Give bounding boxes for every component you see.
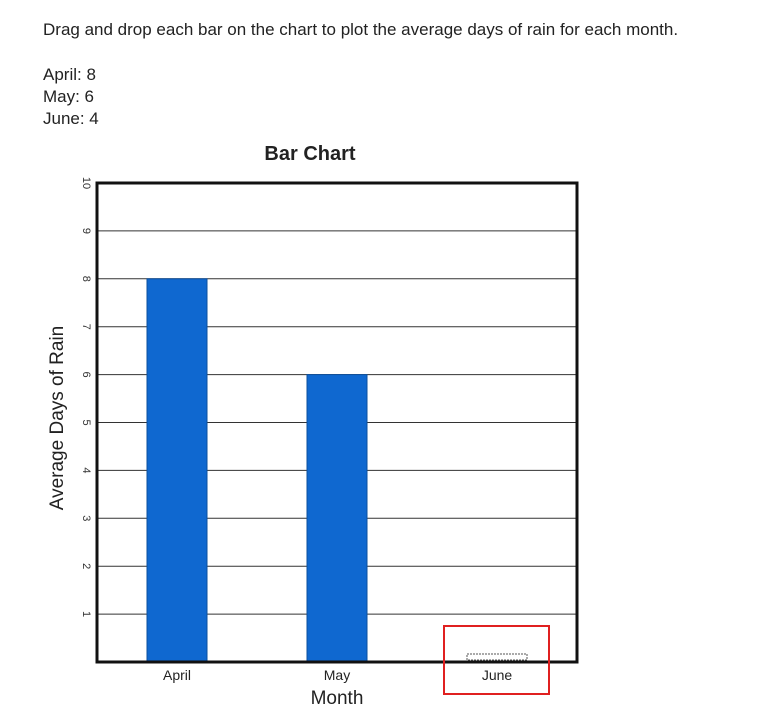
highlight-box-june xyxy=(443,625,550,695)
given-value-june: June: 4 xyxy=(43,109,99,128)
y-tick-label: 10 xyxy=(80,177,92,189)
y-tick-label: 5 xyxy=(80,419,92,425)
y-tick-label: 7 xyxy=(80,324,92,330)
y-tick-label: 4 xyxy=(80,467,92,473)
x-tick-labels: April May June xyxy=(163,667,512,683)
y-tick-labels: 1 2 3 4 5 6 7 8 9 10 xyxy=(80,177,92,617)
y-tick-label: 6 xyxy=(80,372,92,378)
chart-title: Bar Chart xyxy=(264,143,355,165)
given-values-list: April: 8 May: 6 June: 4 xyxy=(43,64,99,130)
y-tick-label: 9 xyxy=(80,228,92,234)
y-tick-label: 1 xyxy=(80,611,92,617)
bar-may[interactable] xyxy=(306,374,368,663)
bar-april[interactable] xyxy=(146,278,208,663)
given-value-may: May: 6 xyxy=(43,87,95,106)
highlight-layer xyxy=(443,625,550,695)
instructions-text: Drag and drop each bar on the chart to p… xyxy=(43,20,679,39)
x-tick-label-june: June xyxy=(482,667,513,683)
x-tick-label-april: April xyxy=(163,667,191,683)
y-axis-label: Average Days of Rain xyxy=(47,326,68,510)
x-tick-label-may: May xyxy=(324,667,350,683)
x-axis-label: Month xyxy=(311,688,364,709)
bar-june-handle[interactable] xyxy=(466,653,528,661)
y-tick-label: 2 xyxy=(80,563,92,569)
y-tick-label: 3 xyxy=(80,515,92,521)
y-tick-label: 8 xyxy=(80,276,92,282)
given-value-april: April: 8 xyxy=(43,65,96,84)
bars xyxy=(146,278,528,663)
plot-area-frame xyxy=(95,181,579,664)
